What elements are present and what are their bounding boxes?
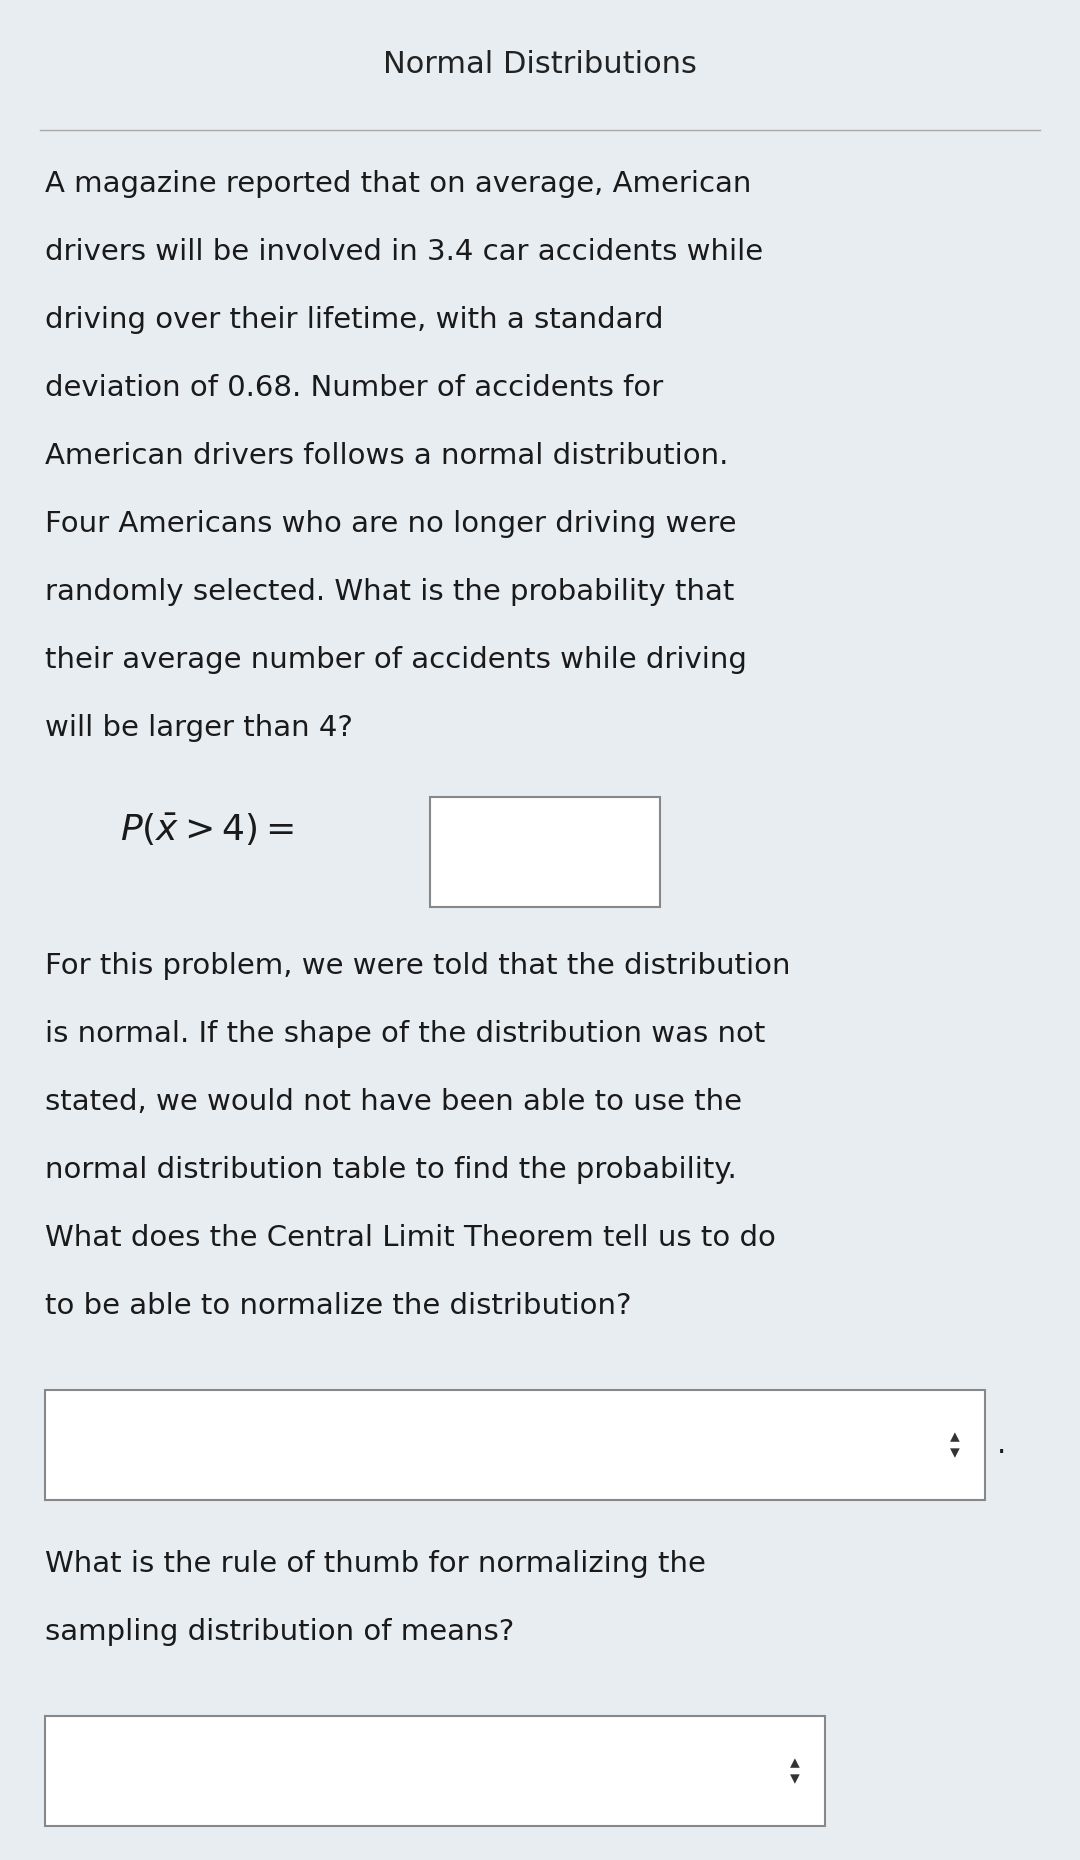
Text: stated, we would not have been able to use the: stated, we would not have been able to u… [45,1088,742,1116]
Text: randomly selected. What is the probability that: randomly selected. What is the probabili… [45,578,734,606]
Text: ▴
▾: ▴ ▾ [950,1427,960,1462]
Text: A magazine reported that on average, American: A magazine reported that on average, Ame… [45,169,752,197]
Text: Four Americans who are no longer driving were: Four Americans who are no longer driving… [45,510,737,538]
Text: sampling distribution of means?: sampling distribution of means? [45,1618,514,1646]
Text: to be able to normalize the distribution?: to be able to normalize the distribution… [45,1293,632,1321]
Text: $P(\bar{x} > 4) =$: $P(\bar{x} > 4) =$ [120,813,294,848]
Text: For this problem, we were told that the distribution: For this problem, we were told that the … [45,952,791,980]
Text: .: . [997,1430,1007,1458]
Text: will be larger than 4?: will be larger than 4? [45,714,353,742]
Text: drivers will be involved in 3.4 car accidents while: drivers will be involved in 3.4 car acci… [45,238,764,266]
Text: What does the Central Limit Theorem tell us to do: What does the Central Limit Theorem tell… [45,1224,775,1252]
Text: American drivers follows a normal distribution.: American drivers follows a normal distri… [45,443,728,471]
FancyBboxPatch shape [430,796,660,908]
Text: driving over their lifetime, with a standard: driving over their lifetime, with a stan… [45,307,663,335]
Text: normal distribution table to find the probability.: normal distribution table to find the pr… [45,1157,737,1185]
Text: their average number of accidents while driving: their average number of accidents while … [45,645,747,673]
Text: deviation of 0.68. Number of accidents for: deviation of 0.68. Number of accidents f… [45,374,663,402]
FancyBboxPatch shape [45,1389,985,1499]
Text: is normal. If the shape of the distribution was not: is normal. If the shape of the distribut… [45,1019,766,1047]
Text: What is the rule of thumb for normalizing the: What is the rule of thumb for normalizin… [45,1549,706,1577]
FancyBboxPatch shape [45,1717,825,1827]
Text: Normal Distributions: Normal Distributions [383,50,697,78]
Text: ▴
▾: ▴ ▾ [791,1754,800,1789]
